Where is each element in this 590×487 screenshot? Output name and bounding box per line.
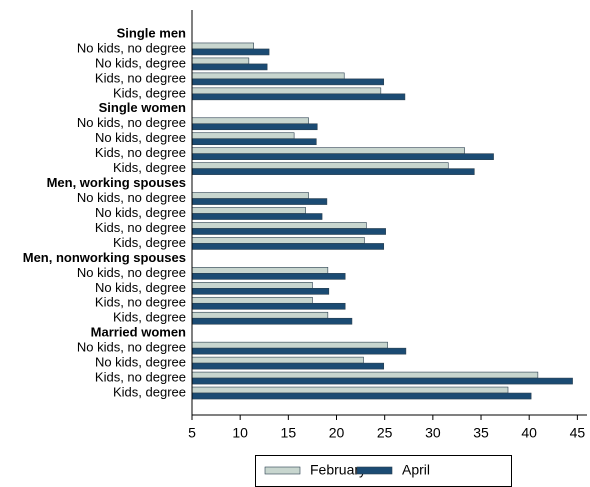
bar	[191, 72, 345, 80]
bar	[191, 153, 494, 160]
bar	[191, 386, 509, 394]
category-label: Kids, degree	[113, 85, 186, 100]
category-label: No kids, degree	[95, 55, 186, 70]
bar	[191, 317, 353, 325]
category-label: Kids, no degree	[95, 370, 186, 385]
legend-swatch	[264, 466, 301, 475]
bar	[191, 78, 385, 86]
x-tick-label: 25	[377, 425, 393, 441]
x-tick-label: 20	[329, 425, 345, 441]
category-label: Kids, no degree	[95, 70, 186, 85]
bar	[191, 222, 367, 229]
category-label: Kids, degree	[113, 160, 186, 175]
legend-swatch	[356, 466, 393, 475]
legend-label: February	[310, 462, 366, 478]
category-label: No kids, no degree	[77, 340, 186, 355]
bar	[191, 48, 270, 56]
bar	[191, 207, 306, 214]
bar	[191, 117, 309, 125]
category-label: Kids, no degree	[95, 145, 186, 160]
bar	[191, 213, 323, 220]
x-tick-label: 30	[425, 425, 441, 441]
bar	[191, 288, 330, 295]
bar	[191, 356, 364, 364]
bar	[191, 371, 539, 379]
bar	[191, 341, 388, 349]
category-label: No kids, degree	[95, 205, 186, 220]
bar	[191, 57, 250, 65]
bar	[191, 192, 309, 199]
bar	[191, 147, 465, 154]
bar	[191, 228, 386, 235]
bar	[191, 42, 254, 50]
bar	[191, 237, 365, 244]
bar	[191, 302, 346, 310]
bar	[191, 282, 313, 289]
bar	[191, 311, 329, 319]
bar	[191, 87, 382, 95]
bar	[191, 243, 385, 250]
x-tick-label: 35	[473, 425, 489, 441]
group-label: Single men	[117, 25, 186, 40]
bar	[191, 267, 329, 274]
bar	[191, 168, 475, 175]
category-label: No kids, no degree	[77, 265, 186, 280]
bar	[191, 138, 317, 146]
category-label: Kids, degree	[113, 310, 186, 325]
bar	[191, 296, 313, 304]
bar	[191, 347, 407, 355]
category-label: Kids, degree	[113, 384, 186, 399]
group-label: Married women	[91, 325, 186, 340]
category-label: No kids, degree	[95, 355, 186, 370]
category-label: Kids, no degree	[95, 220, 186, 235]
bar	[191, 162, 449, 169]
x-tick-label: 40	[521, 425, 537, 441]
category-label: Kids, no degree	[95, 295, 186, 310]
category-label: No kids, degree	[95, 280, 186, 295]
group-label: Men, working spouses	[47, 175, 186, 190]
x-tick-label: 45	[570, 425, 586, 441]
group-label: Single women	[99, 100, 186, 115]
bar	[191, 63, 268, 71]
legend-label: April	[402, 462, 430, 478]
x-tick-label: 5	[188, 425, 196, 441]
bar	[191, 377, 573, 385]
category-label: Kids, degree	[113, 235, 186, 250]
bar	[191, 93, 406, 101]
category-label: No kids, no degree	[77, 40, 186, 55]
group-label: Men, nonworking spouses	[23, 250, 186, 265]
bar	[191, 123, 318, 131]
x-tick-label: 15	[281, 425, 297, 441]
bar	[191, 392, 532, 400]
category-label: No kids, no degree	[77, 190, 186, 205]
bar	[191, 273, 346, 280]
bar	[191, 198, 328, 205]
x-tick-label: 10	[232, 425, 248, 441]
category-label: No kids, no degree	[77, 115, 186, 130]
bar	[191, 132, 295, 140]
category-label: No kids, degree	[95, 130, 186, 145]
bar	[191, 362, 385, 370]
